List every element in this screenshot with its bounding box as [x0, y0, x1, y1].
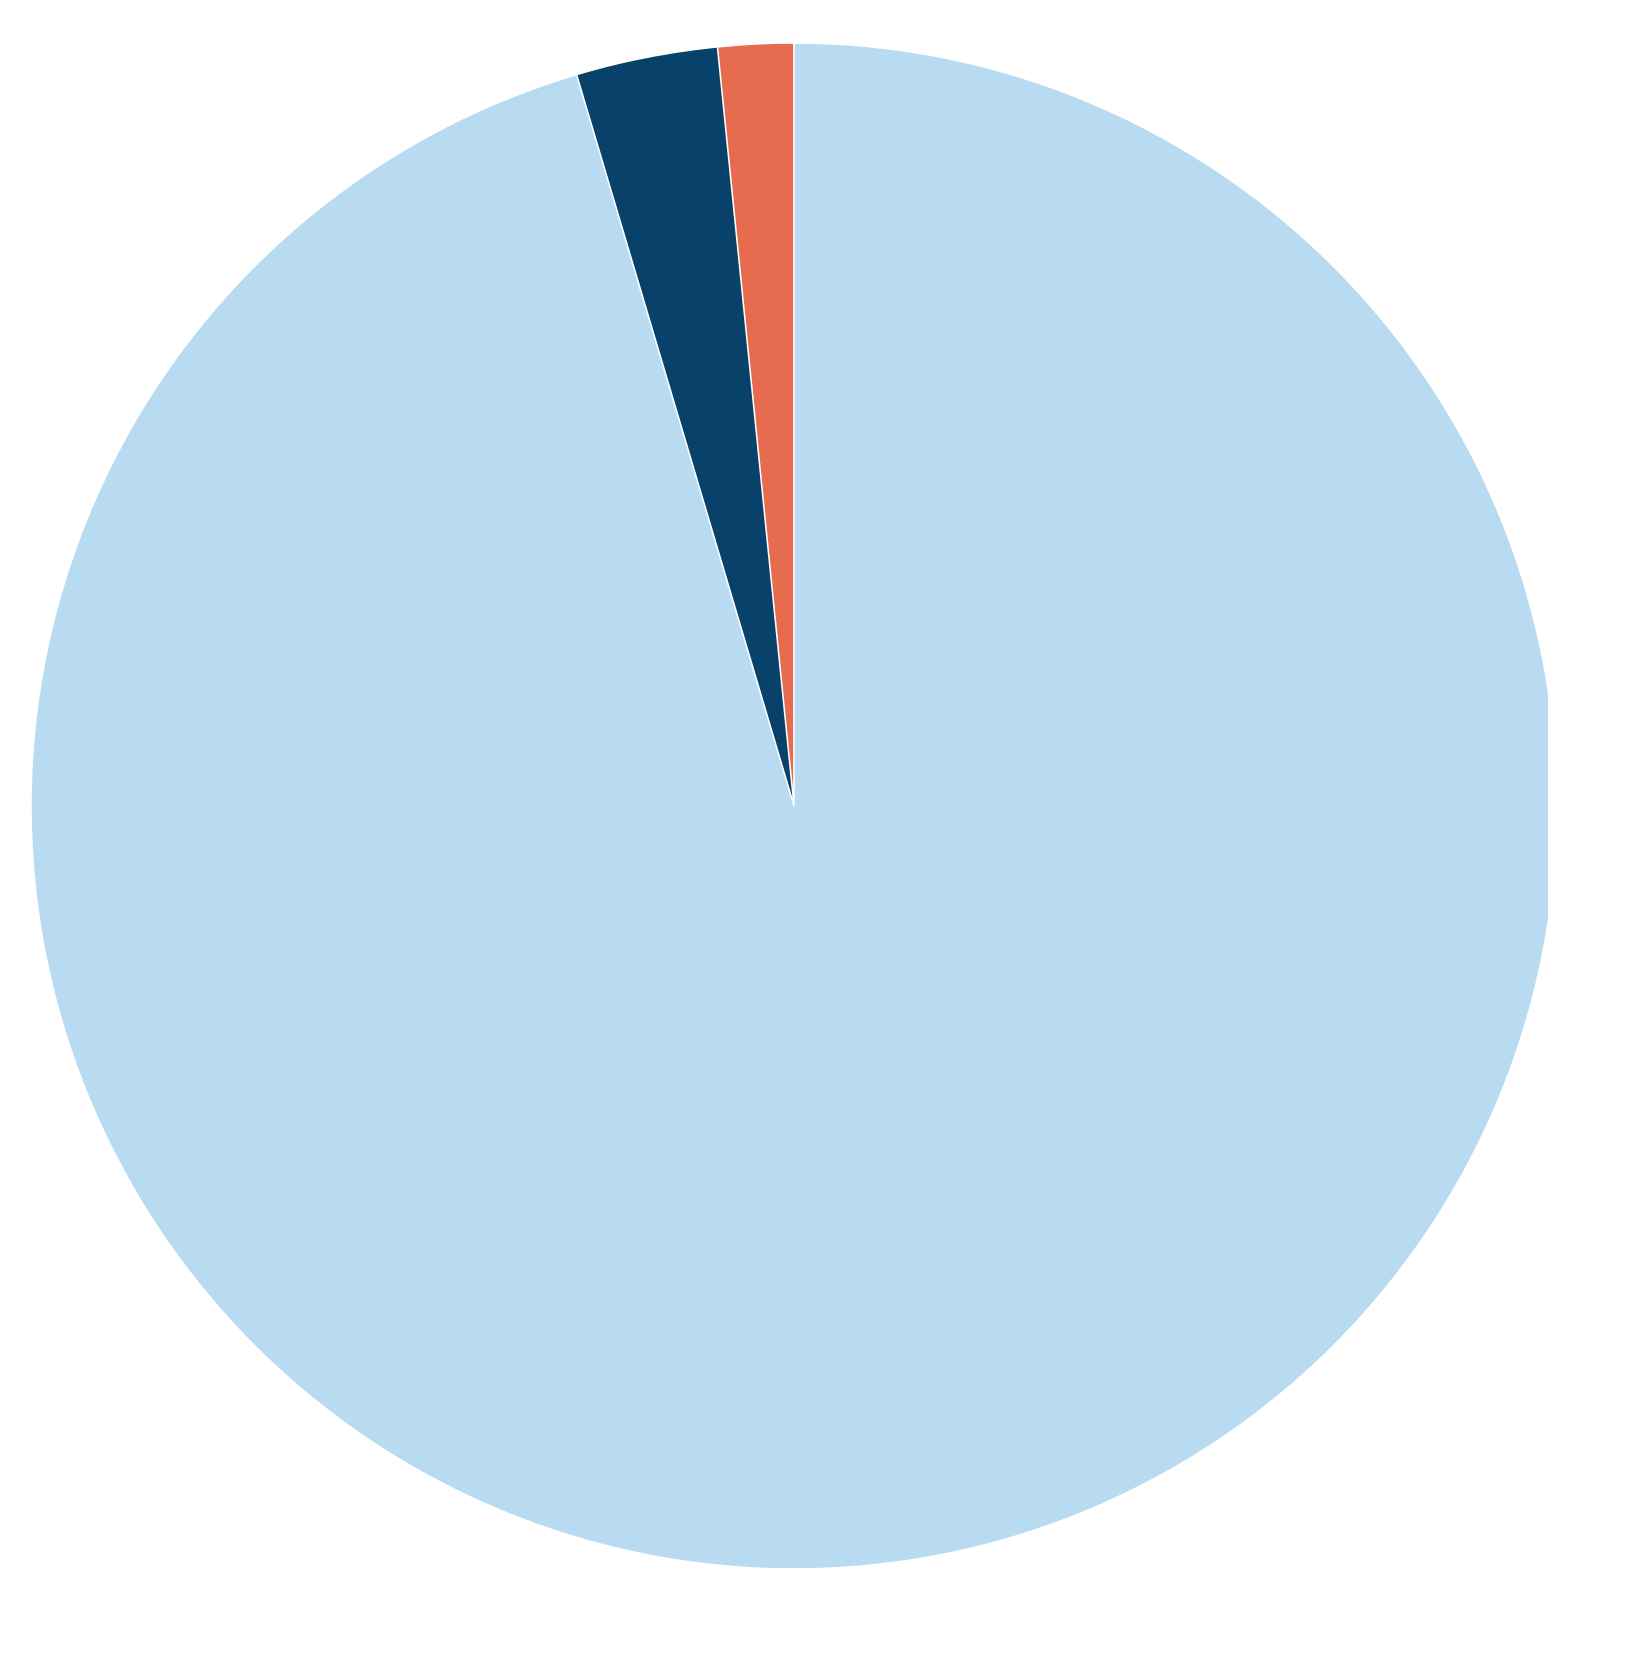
pie-slices — [30, 42, 1548, 1568]
chart-area — [30, 42, 1548, 1568]
pie-slice-3 — [30, 42, 1548, 1568]
pie-chart — [30, 42, 1548, 1568]
